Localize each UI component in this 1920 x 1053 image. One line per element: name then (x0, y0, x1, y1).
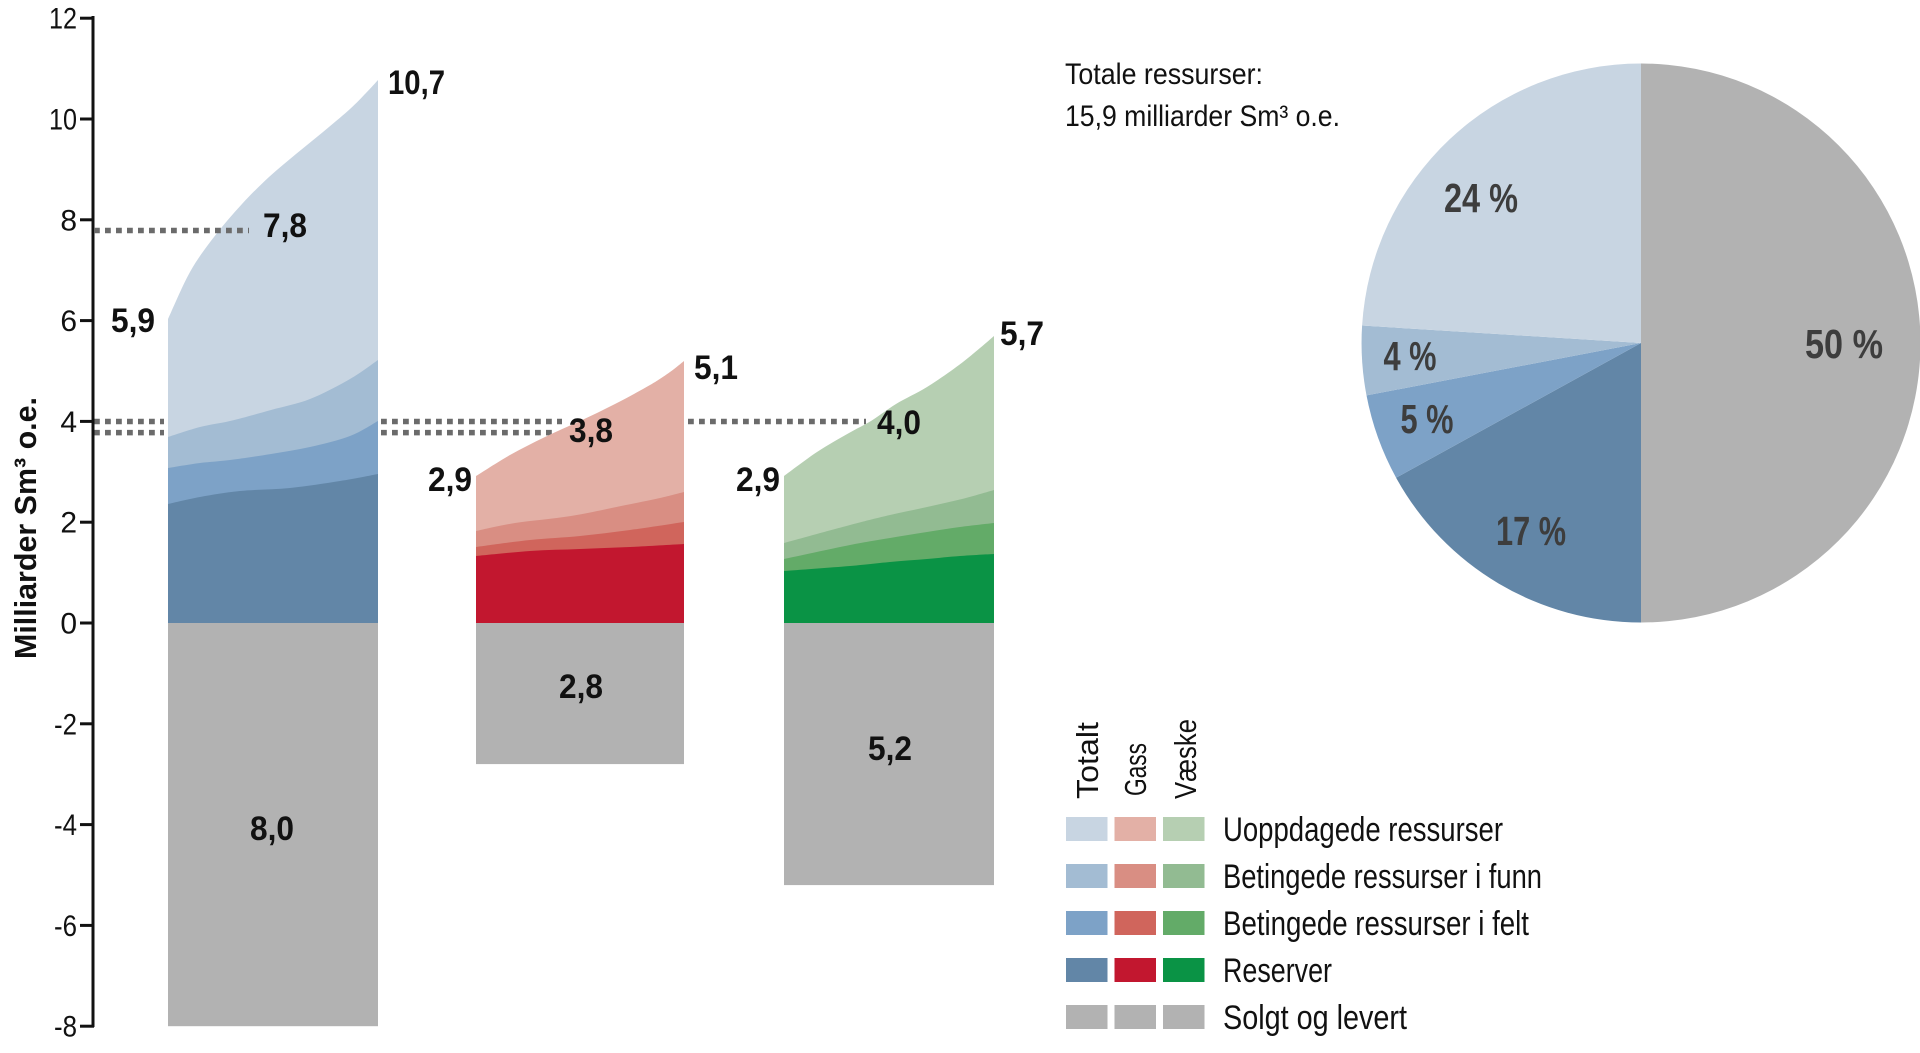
svg-text:2,9: 2,9 (428, 461, 472, 499)
svg-text:10,7: 10,7 (388, 64, 445, 102)
svg-text:15,9 milliarder Sm³ o.e.: 15,9 milliarder Sm³ o.e. (1065, 100, 1340, 133)
svg-text:2: 2 (60, 507, 77, 540)
svg-text:5 %: 5 % (1401, 396, 1454, 442)
svg-text:-4: -4 (54, 809, 77, 842)
svg-text:Gass: Gass (1118, 743, 1153, 796)
svg-text:12: 12 (49, 3, 77, 36)
svg-text:3,8: 3,8 (569, 412, 613, 450)
svg-text:Betingede ressurser i funn: Betingede ressurser i funn (1223, 858, 1542, 896)
svg-text:17 %: 17 % (1496, 508, 1566, 554)
svg-text:Totalt: Totalt (1070, 722, 1105, 799)
svg-text:50 %: 50 % (1805, 321, 1883, 367)
svg-text:2,8: 2,8 (559, 668, 603, 706)
svg-text:Reserver: Reserver (1223, 952, 1332, 990)
svg-text:-8: -8 (54, 1011, 77, 1044)
svg-text:24 %: 24 % (1444, 175, 1518, 221)
svg-text:4,0: 4,0 (877, 404, 921, 442)
svg-text:Væske: Væske (1168, 719, 1203, 799)
svg-text:10: 10 (49, 104, 77, 137)
svg-text:-2: -2 (54, 708, 77, 741)
svg-text:Totale ressurser:: Totale ressurser: (1065, 58, 1263, 91)
svg-text:5,2: 5,2 (868, 730, 912, 768)
svg-text:Solgt og levert: Solgt og levert (1223, 999, 1407, 1037)
svg-text:5,1: 5,1 (694, 349, 738, 387)
svg-text:8,0: 8,0 (250, 810, 294, 848)
svg-text:Betingede ressurser i felt: Betingede ressurser i felt (1223, 905, 1529, 943)
svg-text:-6: -6 (54, 910, 77, 943)
svg-text:2,9: 2,9 (736, 461, 780, 499)
svg-text:7,8: 7,8 (263, 207, 307, 245)
svg-text:5,9: 5,9 (111, 302, 155, 340)
svg-text:5,7: 5,7 (1000, 315, 1044, 353)
svg-text:6: 6 (60, 305, 77, 338)
svg-text:8: 8 (60, 204, 77, 237)
svg-text:0: 0 (60, 608, 77, 641)
svg-text:Uoppdagede ressurser: Uoppdagede ressurser (1223, 811, 1503, 849)
svg-text:4: 4 (60, 406, 77, 439)
svg-text:4 %: 4 % (1384, 333, 1437, 379)
svg-text:Milliarder Sm³ o.e.: Milliarder Sm³ o.e. (8, 397, 43, 659)
